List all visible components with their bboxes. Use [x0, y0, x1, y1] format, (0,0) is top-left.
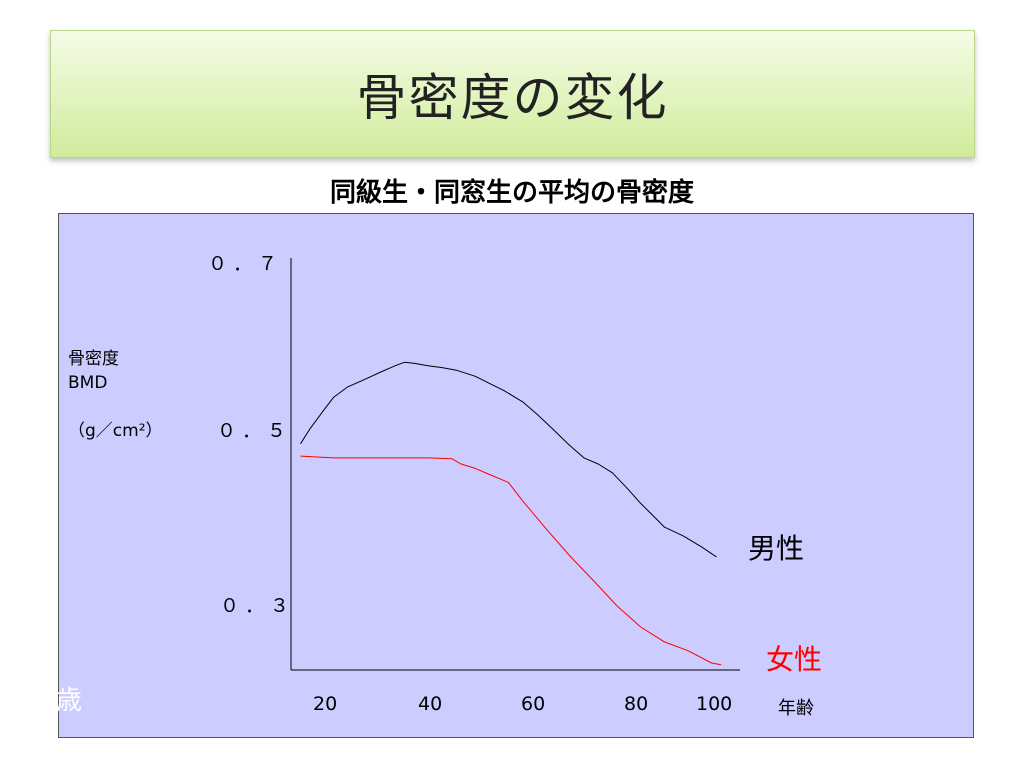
chart-panel [58, 213, 974, 738]
stray-text-fragment: 歳 [56, 686, 83, 716]
series-line-male [300, 361, 717, 558]
y-axis-label-line-1: 骨密度 [68, 349, 119, 369]
x-tick-label: 100 [696, 693, 733, 715]
chart-title: 同級生・同窓生の平均の骨密度 [329, 178, 694, 208]
series-layer [300, 361, 722, 666]
series-label-female: 女性 [766, 643, 823, 676]
x-axis-label: 年齢 [778, 698, 814, 719]
series-label-male: 男性 [748, 532, 805, 565]
slide-title-box: 骨密度の変化 [50, 30, 975, 158]
x-tick-label: 80 [624, 693, 649, 715]
slide-title: 骨密度の変化 [356, 69, 669, 127]
x-tick-label: 20 [313, 693, 338, 715]
y-tick-label: ０．５ [217, 420, 293, 442]
x-tick-label: 40 [418, 693, 443, 715]
x-tick-label: 60 [521, 693, 546, 715]
series-line-female [300, 455, 722, 666]
y-tick-label: ０．３ [220, 595, 296, 617]
y-tick-label: ０．７ [208, 253, 284, 275]
y-axis-label-line-2: BMD [68, 373, 108, 393]
y-axis-unit: （g／cm²） [68, 421, 163, 441]
y-axis-label: 骨密度 BMD （g／cm²） [68, 347, 163, 443]
